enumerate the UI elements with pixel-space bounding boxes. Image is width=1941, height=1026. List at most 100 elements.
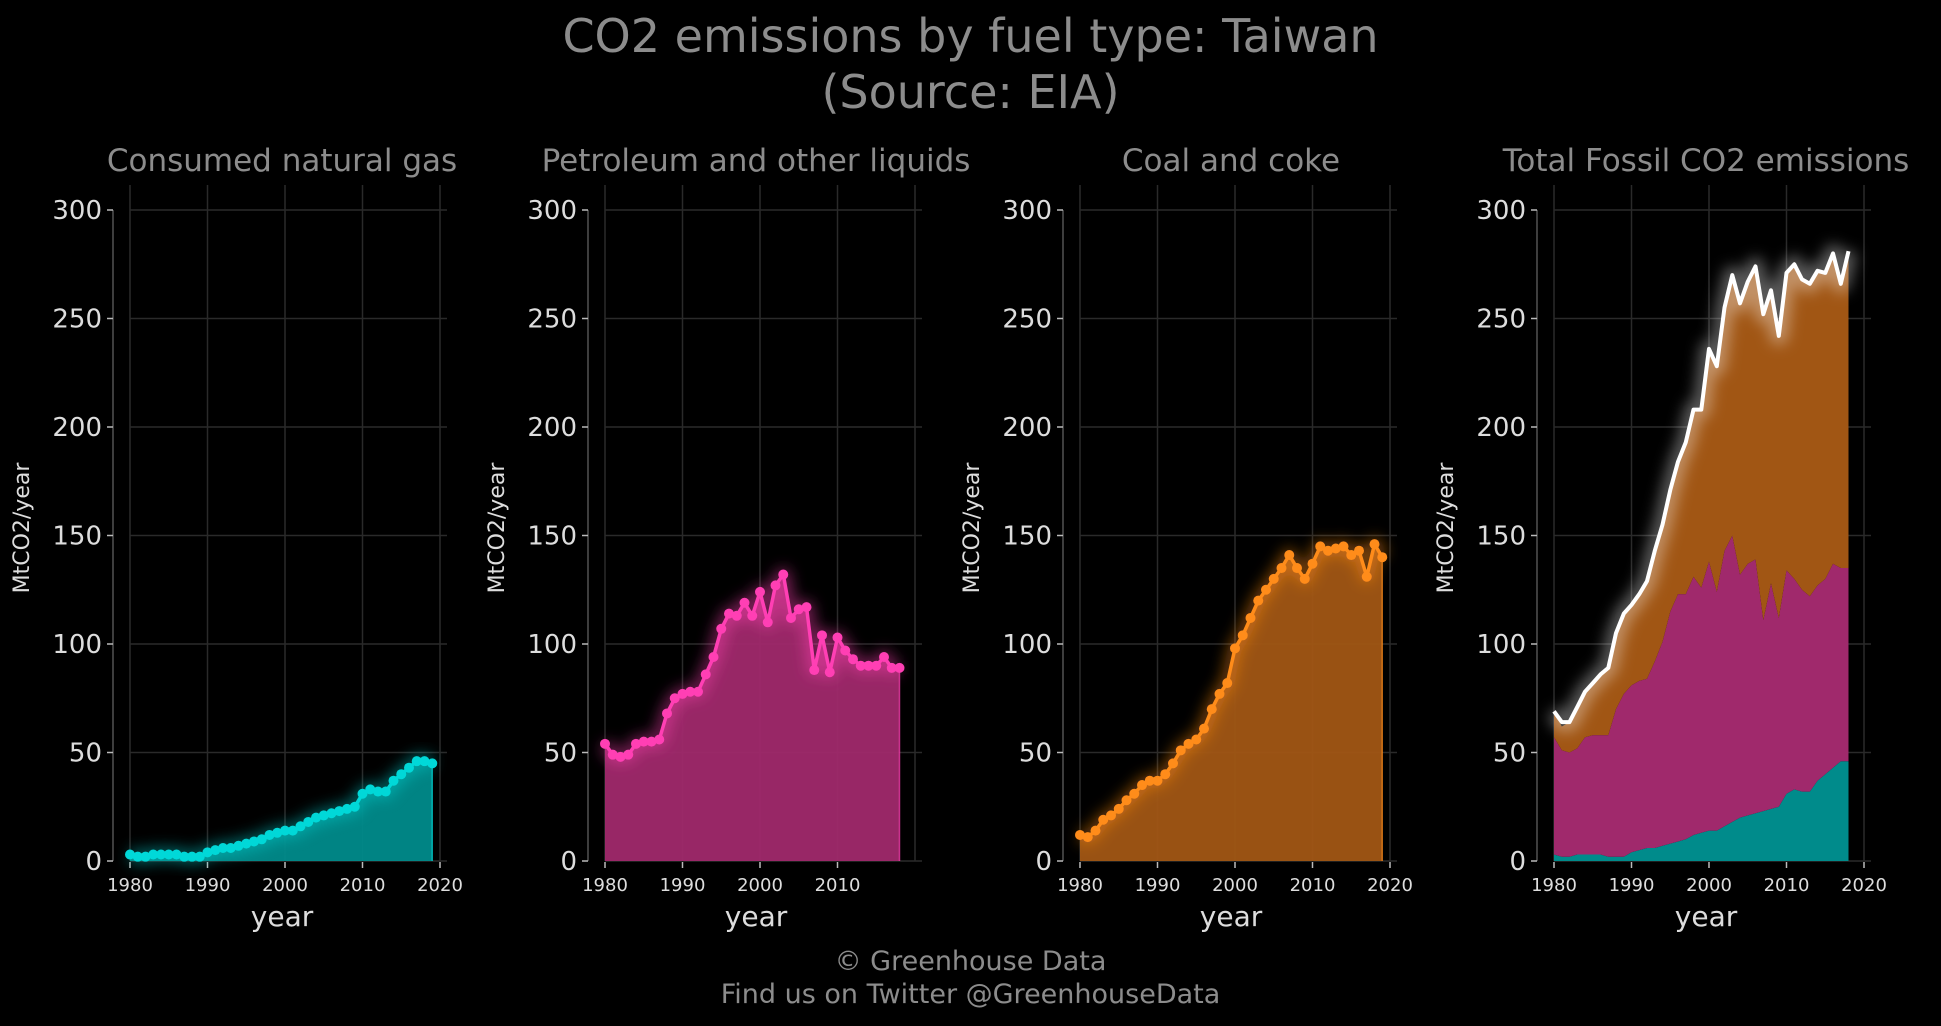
data-point	[623, 749, 634, 760]
data-point	[179, 851, 190, 862]
y-tick-label: 100	[52, 630, 102, 660]
data-point	[132, 851, 143, 862]
y-axis-label: MtCO2/year	[10, 462, 35, 594]
panel-title: Total Fossil CO2 emissions	[1502, 143, 1910, 179]
data-point	[342, 803, 352, 814]
data-point	[1307, 558, 1318, 569]
x-tick-label: 1990	[1609, 875, 1655, 896]
data-point	[287, 825, 298, 836]
data-point	[380, 786, 391, 797]
data-point	[1299, 573, 1310, 584]
data-point	[1323, 545, 1333, 556]
data-point	[693, 686, 703, 697]
data-point	[1354, 545, 1364, 556]
y-tick-label: 50	[544, 739, 577, 769]
chart-title-line1: CO2 emissions by fuel type: Taiwan	[562, 9, 1379, 63]
y-tick-label: 300	[1476, 196, 1526, 226]
data-point	[817, 630, 827, 641]
data-point	[1222, 678, 1233, 689]
data-point	[708, 652, 719, 663]
data-point	[303, 816, 314, 827]
data-point	[373, 786, 383, 797]
data-point	[1168, 758, 1178, 769]
data-point	[600, 738, 610, 749]
y-axis-label: MtCO2/year	[1434, 462, 1459, 594]
y-tick-label: 200	[1476, 413, 1526, 443]
chart-title: CO2 emissions by fuel type: Taiwan (Sour…	[0, 8, 1941, 120]
x-tick-label: 1980	[1057, 875, 1103, 896]
y-tick-label: 250	[527, 305, 577, 335]
data-point	[280, 825, 290, 836]
y-tick-label: 50	[1019, 739, 1052, 769]
y-tick-label: 50	[69, 739, 102, 769]
data-point	[1206, 704, 1217, 715]
data-point	[1144, 775, 1155, 786]
data-point	[755, 586, 765, 597]
data-point	[311, 812, 321, 823]
data-point	[863, 660, 874, 671]
data-point	[770, 580, 781, 591]
x-tick-label: 2000	[1212, 875, 1258, 896]
y-tick-label: 100	[1476, 630, 1526, 660]
x-tick-label: 2010	[340, 875, 386, 896]
area-fill	[130, 761, 433, 861]
x-tick-label: 1980	[107, 875, 153, 896]
data-point	[778, 569, 789, 580]
data-point	[1268, 573, 1279, 584]
data-point	[762, 617, 773, 628]
y-tick-label: 150	[52, 522, 102, 552]
y-tick-label: 250	[1002, 305, 1052, 335]
x-tick-label: 1980	[1531, 875, 1577, 896]
data-point	[677, 688, 688, 699]
data-point	[1315, 541, 1326, 552]
data-point	[427, 758, 438, 769]
data-point	[349, 801, 360, 812]
data-point	[1152, 775, 1163, 786]
data-point	[148, 849, 159, 860]
y-tick-label: 150	[1476, 522, 1526, 552]
y-tick-label: 250	[1476, 305, 1526, 335]
data-point	[357, 788, 368, 799]
x-tick-label: 2020	[1841, 875, 1887, 896]
data-point	[171, 849, 182, 860]
stacked-area-1	[1554, 761, 1849, 861]
panel-3: 0 50 100 150 200 250 300 1980 1990 2000 2010 2020 ye…	[960, 143, 1413, 933]
data-point	[1237, 630, 1248, 641]
data-point	[1075, 829, 1085, 840]
panel-title: Consumed natural gas	[107, 143, 457, 179]
data-point	[886, 662, 897, 673]
footer: © Greenhouse Data Find us on Twitter @Gr…	[0, 945, 1941, 1011]
data-point	[1175, 745, 1186, 756]
y-tick-label: 0	[560, 847, 577, 877]
x-tick-label: 2000	[737, 875, 783, 896]
data-point	[840, 645, 851, 656]
y-tick-label: 200	[527, 413, 577, 443]
data-point	[1214, 688, 1225, 699]
data-point	[1191, 734, 1202, 745]
y-tick-label: 250	[52, 305, 102, 335]
data-point	[607, 749, 618, 760]
y-axis-label: MtCO2/year	[960, 462, 985, 594]
data-point	[1160, 769, 1171, 780]
data-point	[233, 840, 244, 851]
x-tick-label: 1990	[1135, 875, 1181, 896]
data-point	[210, 845, 221, 856]
data-point	[318, 810, 329, 821]
data-point	[724, 608, 734, 619]
data-point	[685, 686, 696, 697]
x-axis-label: year	[725, 900, 788, 933]
data-point	[669, 693, 680, 704]
data-point	[326, 808, 337, 819]
x-tick-label: 2010	[815, 875, 861, 896]
y-tick-label: 200	[52, 413, 102, 443]
data-point	[801, 602, 812, 613]
data-point	[218, 842, 228, 853]
data-point	[388, 775, 399, 786]
y-tick-label: 0	[1509, 847, 1526, 877]
y-tick-label: 150	[1002, 522, 1052, 552]
data-point	[241, 838, 252, 849]
data-point	[411, 756, 422, 767]
data-point	[396, 769, 407, 780]
panel-title: Coal and coke	[1122, 143, 1340, 179]
y-tick-label: 200	[1002, 413, 1052, 443]
